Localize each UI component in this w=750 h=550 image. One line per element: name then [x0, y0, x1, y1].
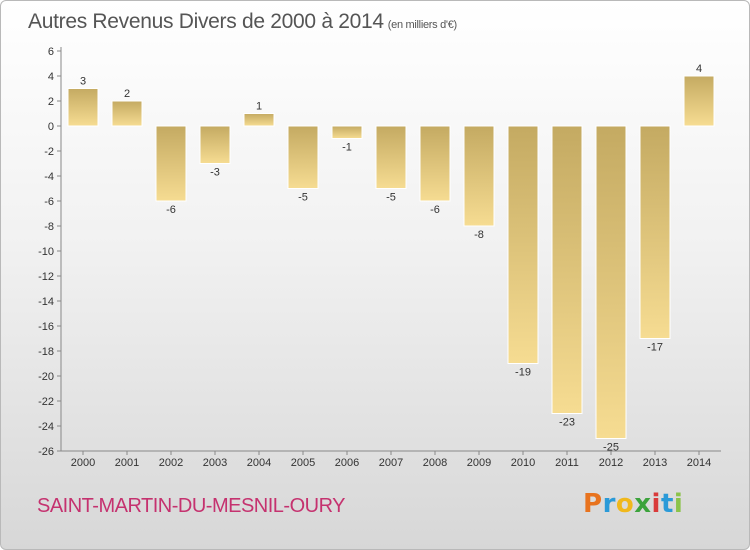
bar	[639, 125, 671, 339]
bar	[67, 88, 99, 127]
y-tick-label: -26	[38, 446, 54, 458]
proxiti-logo: Proxiti	[583, 489, 683, 519]
data-label: -19	[515, 367, 531, 379]
y-tick-label: -24	[38, 421, 54, 433]
logo-letter: P	[583, 489, 603, 519]
y-tick-label: 0	[48, 121, 54, 133]
bar	[155, 125, 187, 202]
data-label: -5	[386, 192, 396, 204]
data-label: -25	[603, 442, 619, 454]
chart-subtitle: (en milliers d'€)	[387, 19, 457, 31]
data-label: -3	[210, 167, 220, 179]
x-tick-label: 2009	[467, 457, 491, 469]
x-tick-label: 2013	[643, 457, 667, 469]
y-tick-label: 4	[48, 71, 54, 83]
logo-letter: t	[660, 489, 674, 519]
bar	[243, 113, 275, 127]
y-tick-label: -6	[44, 196, 54, 208]
y-tick-label: -2	[44, 146, 54, 158]
y-tick-label: -16	[38, 321, 54, 333]
bar	[111, 100, 143, 127]
x-tick-label: 2005	[291, 457, 315, 469]
y-tick-label: 6	[48, 46, 54, 58]
data-label: 4	[696, 63, 702, 75]
x-tick-label: 2012	[599, 457, 623, 469]
y-tick-label: -18	[38, 346, 54, 358]
logo-letter: i	[673, 489, 684, 519]
bar	[331, 125, 363, 139]
y-tick-label: -10	[38, 246, 54, 258]
logo-letter: i	[651, 489, 661, 519]
y-tick-label: -14	[38, 296, 54, 308]
data-label: 3	[80, 76, 86, 88]
data-label: -8	[474, 229, 484, 241]
x-tick-label: 2002	[159, 457, 183, 469]
data-label: -6	[430, 204, 440, 216]
logo-letter: o	[615, 489, 635, 519]
y-tick-label: -20	[38, 371, 54, 383]
bar	[199, 125, 231, 164]
data-label: -5	[298, 192, 308, 204]
y-tick-label: 2	[48, 96, 54, 108]
x-tick-label: 2001	[115, 457, 139, 469]
data-label: 2	[124, 88, 130, 100]
bar	[683, 75, 715, 127]
chart-title-text: Autres Revenus Divers de 2000 à 2014	[28, 10, 384, 33]
x-tick-label: 2004	[247, 457, 271, 469]
x-tick-label: 2006	[335, 457, 359, 469]
bar	[551, 125, 583, 414]
data-label: -6	[166, 204, 176, 216]
y-tick-label: -12	[38, 271, 54, 283]
x-tick-label: 2000	[71, 457, 95, 469]
x-tick-label: 2003	[203, 457, 227, 469]
x-tick-label: 2011	[555, 457, 579, 469]
y-tick-label: -22	[38, 396, 54, 408]
commune-name: SAINT-MARTIN-DU-MESNIL-OURY	[37, 495, 346, 517]
logo-letter: r	[602, 489, 616, 519]
data-label: -23	[559, 417, 575, 429]
bar	[595, 125, 627, 439]
x-tick-label: 2014	[687, 457, 711, 469]
bar	[375, 125, 407, 189]
y-tick-label: -4	[44, 171, 54, 183]
x-tick-label: 2008	[423, 457, 447, 469]
bar	[419, 125, 451, 202]
y-tick-label: -8	[44, 221, 54, 233]
data-label: 1	[256, 101, 262, 113]
bar	[463, 125, 495, 227]
logo-letter: x	[634, 489, 652, 519]
bar	[507, 125, 539, 364]
bar	[287, 125, 319, 189]
chart-title: Autres Revenus Divers de 2000 à 2014 (en …	[28, 10, 457, 34]
data-label: -17	[647, 342, 663, 354]
x-tick-label: 2007	[379, 457, 403, 469]
data-label: -1	[342, 142, 352, 154]
x-tick-label: 2010	[511, 457, 535, 469]
